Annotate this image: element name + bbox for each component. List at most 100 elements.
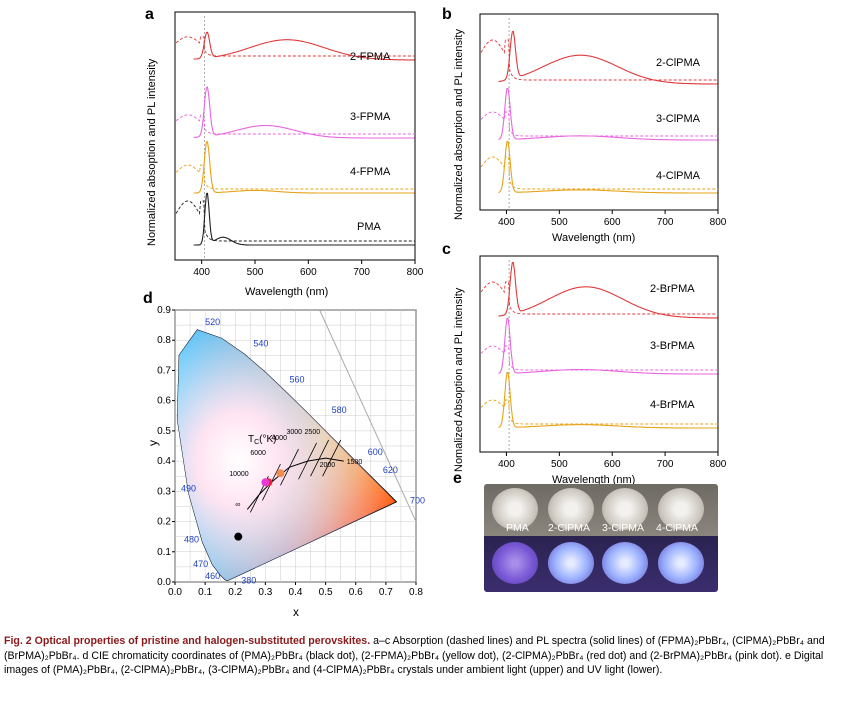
x-tick-label: 700 [353,267,370,278]
uv-light-photo [484,536,718,592]
x-tick-label: 500 [551,217,568,228]
temperature-label: 2000 [320,462,336,469]
wavelength-label: 700 [410,495,425,505]
x-tick-label: 500 [551,459,568,470]
x-tick-label: 800 [710,459,727,470]
well-2-clpma-uv [548,542,594,584]
panel-letter-a: a [145,6,154,23]
sample-label-2-clpma: 2-ClPMA [548,522,591,534]
y-tick-label: 0.6 [157,396,171,407]
isotherm [298,442,317,480]
temperature-label: ∞ [235,501,240,508]
sample-label-3-clpma: 3-ClPMA [602,522,645,534]
wavelength-label: 460 [205,571,220,581]
x-tick-label: 500 [247,267,264,278]
series-label-4-clpma: 4-ClPMA [656,170,701,182]
absorption-curve [480,111,718,137]
ylabel-c: Nomalized Absoption and PL intensity [453,287,465,472]
absorption-curve [480,156,718,190]
pl-curve [498,317,718,375]
xlabel-a: Wavelength (nm) [245,286,328,298]
well-pma-uv [492,542,538,584]
wavelength-label: 380 [241,576,256,586]
x-tick-label: 600 [604,217,621,228]
x-tick-label: 800 [710,217,727,228]
well-4-clpma-uv [658,542,704,584]
y-tick-label: 0.5 [157,426,171,437]
tc-label: TC(°K) [248,434,277,446]
x-tick-label: 600 [604,459,621,470]
y-tick-label: 0.0 [157,577,171,588]
wavelength-label: 560 [289,375,304,385]
absorption-curve [480,39,718,81]
absorption-curve [175,164,415,190]
x-tick-label: 0.4 [289,587,303,598]
isotherm [310,439,329,477]
temperature-label: 3000 [286,429,302,436]
temperature-label: 1500 [347,459,363,466]
series-label-3-fpma: 3-FPMA [350,111,391,123]
wavelength-label: 580 [332,405,347,415]
x-tick-label: 700 [657,459,674,470]
pl-curve [193,31,415,61]
series-label-4-fpma: 4-FPMA [350,166,391,178]
pl-curve [193,141,415,194]
pl-curve [498,141,718,194]
ylabel-b: Normalized absorption and PL intensity [453,29,465,220]
isotherm [322,439,342,477]
crystal-photo: PMA 2-ClPMA 3-ClPMA 4-ClPMA [484,484,718,592]
pl-curve [193,86,415,139]
wavelength-label: 490 [181,483,196,493]
absorption-curve [480,345,718,371]
xlabel-d: x [293,605,299,619]
x-tick-label: 0.0 [168,587,182,598]
series-label-2-fpma: 2-FPMA [350,51,391,63]
x-tick-label: 0.6 [349,587,363,598]
wavelength-label: 480 [184,535,199,545]
xlabel-c: Wavelength (nm) [552,474,635,486]
sample-label-4-clpma: 4-ClPMA [656,522,699,534]
pl-curve [193,192,415,246]
x-tick-label: 700 [657,217,674,228]
plot-frame-a [174,11,416,261]
y-tick-label: 0.8 [157,335,171,346]
well-4-clpma-ambient [658,488,704,530]
temperature-label: 6000 [250,450,266,457]
x-tick-label: 0.3 [258,587,272,598]
plot-frame-b [479,13,719,211]
x-tick-label: 0.2 [228,587,242,598]
x-tick-label: 600 [300,267,317,278]
well-3-clpma-ambient [602,488,648,530]
series-label-3-clpma: 3-ClPMA [656,113,701,125]
ylabel-d: y [146,440,160,446]
panel-letter-d: d [143,290,153,307]
locus-white-overlay [177,329,397,581]
x-tick-label: 400 [193,267,210,278]
xlabel-b: Wavelength (nm) [552,232,635,244]
plot-frame-c [479,255,719,453]
temperature-label: 2500 [305,429,321,436]
caption-text: a–c Absorption (dashed lines) and PL spe… [4,635,825,676]
y-tick-label: 0.3 [157,486,171,497]
series-label-2-brpma: 2-BrPMA [650,283,695,295]
figure-caption: Fig. 2 Optical properties of pristine an… [4,634,850,678]
diagonal-line [319,309,417,522]
chromaticity-point [261,478,270,487]
well-3-clpma-uv [602,542,648,584]
wavelength-label: 540 [253,338,268,348]
chromaticity-point [234,532,243,541]
x-tick-label: 400 [498,459,515,470]
well-pma-ambient [492,488,538,530]
wavelength-label: 520 [205,317,220,327]
absorption-curve [175,200,415,242]
pl-curve [498,87,718,141]
pl-curve [498,30,718,85]
panel-letter-e: e [453,470,462,487]
y-tick-label: 0.4 [157,456,171,467]
pl-curve [498,261,718,319]
absorption-curve [175,114,415,135]
series-label-4-brpma: 4-BrPMA [650,399,695,411]
